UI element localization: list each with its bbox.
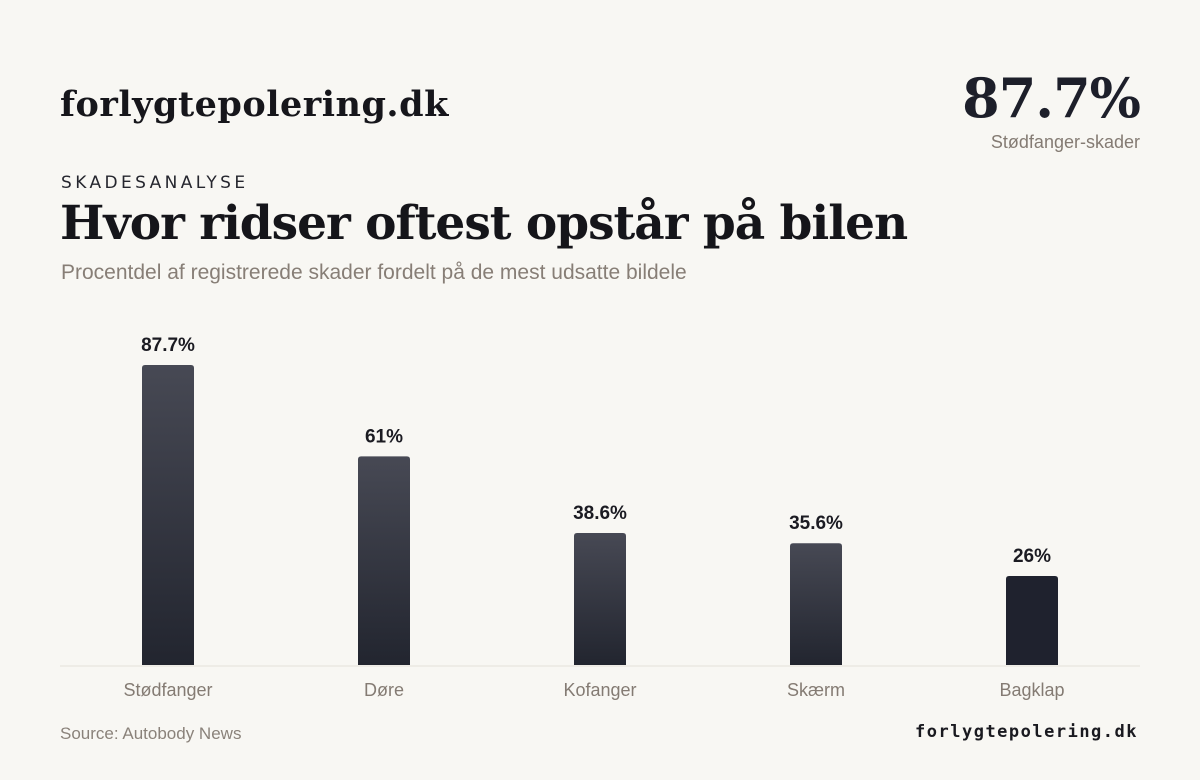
kpi-block: 87.7% Stødfanger-skader bbox=[962, 66, 1141, 153]
value-label: 61% bbox=[365, 426, 403, 447]
value-label: 26% bbox=[1013, 546, 1051, 567]
category-label: Bagklap bbox=[999, 680, 1064, 700]
value-label: 87.7% bbox=[141, 335, 195, 356]
category-label: Stødfanger bbox=[123, 680, 212, 700]
category-label: Kofanger bbox=[563, 680, 636, 700]
bar-stødfanger bbox=[142, 365, 194, 665]
kpi-label: Stødfanger-skader bbox=[990, 132, 1140, 152]
chart-subtitle: Procentdel af registrerede skader fordel… bbox=[61, 261, 687, 284]
chart-title: Hvor ridser oftest opstår på bilen bbox=[60, 196, 908, 251]
bar-skærm bbox=[790, 543, 842, 665]
footer-brand: forlygtepolering.dk bbox=[915, 722, 1138, 742]
source-note: Source: Autobody News bbox=[60, 724, 242, 743]
eyebrow-label: SKADESANALYSE bbox=[61, 173, 249, 193]
bar-døre bbox=[358, 456, 410, 665]
value-label: 35.6% bbox=[789, 513, 843, 534]
brand-logo: forlygtepolering.dk bbox=[60, 84, 449, 125]
bar-bagklap bbox=[1006, 576, 1058, 665]
category-label: Døre bbox=[364, 680, 404, 700]
category-label: Skærm bbox=[787, 680, 845, 700]
bars-group: 87.7% Stødfanger 61% Døre 38.6% Kofanger 35.6%… bbox=[123, 335, 1064, 700]
value-label: 38.6% bbox=[573, 503, 627, 524]
kpi-value: 87.7% bbox=[962, 66, 1141, 130]
bar-kofanger bbox=[574, 532, 626, 665]
